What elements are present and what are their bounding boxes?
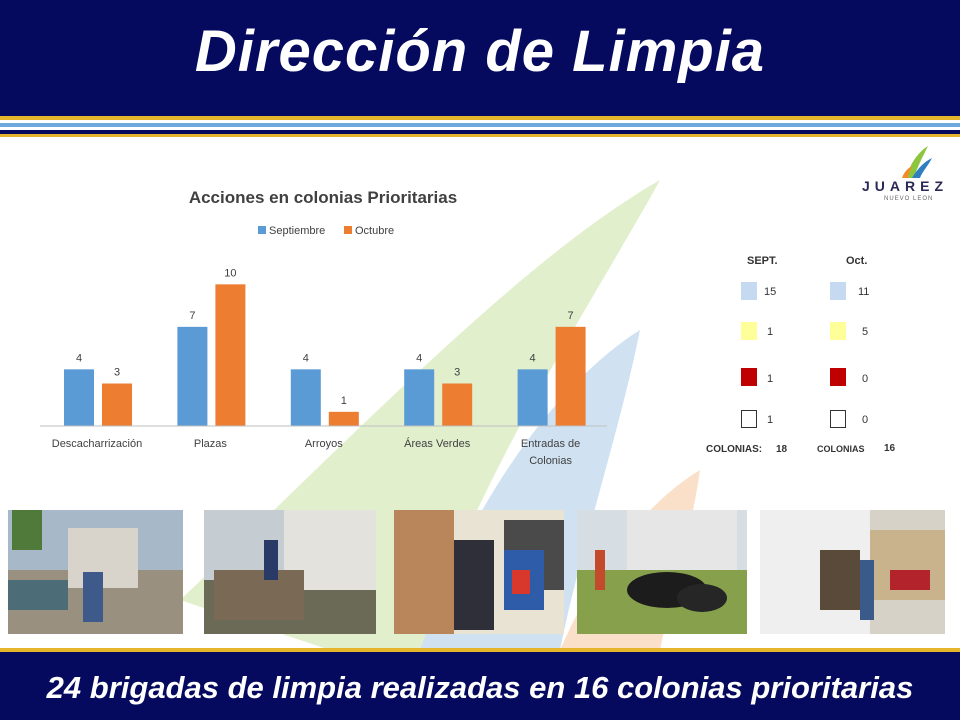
oct-header: Oct. [846, 255, 868, 267]
photo-strip [0, 504, 960, 634]
x-tick-label-4-1: Colonias [529, 455, 572, 467]
x-tick-label-0: Descacharrización [52, 438, 142, 450]
bar-3-0 [404, 369, 435, 426]
footer-bar: 24 brigadas de limpia realizadas en 16 c… [0, 652, 960, 720]
summary-swatch-light-blue [741, 282, 757, 300]
data-label-3-1: 3 [454, 367, 460, 379]
legend-swatch-1 [344, 226, 352, 234]
data-label-0-0: 4 [76, 352, 82, 364]
sept-value-yellow: 1 [767, 326, 774, 338]
data-label-4-1: 7 [568, 310, 574, 322]
oct-value-white: 0 [862, 414, 869, 426]
bar-0-0 [64, 369, 94, 426]
bar-2-0 [290, 369, 321, 426]
oct-value-light-blue: 11 [858, 286, 870, 298]
x-tick-label-1: Plazas [194, 438, 228, 450]
chart-title: Acciones en colonias Prioritarias [189, 188, 457, 207]
footer-headline: 24 brigadas de limpia realizadas en 16 c… [46, 670, 914, 705]
header-bar: Dirección de Limpia [0, 0, 960, 116]
monthly-summary-panel: SEPT. Oct. 15 11 1 5 1 0 1 0 COLONIAS: 1… [700, 250, 930, 460]
chart-legend: Septiembre Octubre [258, 225, 394, 237]
oct-value-red: 0 [862, 373, 869, 385]
bar-1-0 [177, 326, 208, 426]
x-tick-label-3: Áreas Verdes [404, 437, 471, 450]
logo-mark-icon [902, 146, 932, 178]
legend-label-0: Septiembre [269, 225, 325, 237]
legend-swatch-0 [258, 226, 266, 234]
colonias-sept-label: COLONIAS: [706, 444, 763, 455]
photo-workers-carrying [394, 510, 564, 634]
summary-swatch-white [741, 410, 757, 428]
page-title: Dirección de Limpia [194, 19, 766, 84]
sept-value-light-blue: 15 [764, 286, 777, 298]
summary-swatch-white-oct [830, 410, 846, 428]
logo-subtitle: NUEVO LEON [884, 196, 934, 202]
data-label-1-1: 10 [224, 267, 236, 279]
bar-2-1 [328, 411, 359, 426]
header-stripes [0, 116, 960, 140]
photo-garbage-truck [760, 510, 945, 634]
sept-value-red: 1 [767, 373, 774, 385]
summary-swatch-yellow-oct [830, 322, 846, 340]
footer-accent-line [0, 648, 960, 652]
bar-1-1 [215, 284, 246, 426]
data-label-1-0: 7 [189, 310, 195, 322]
colonias-oct-value: 16 [884, 443, 896, 454]
oct-value-yellow: 5 [862, 326, 869, 338]
photo-house-cleanup [8, 510, 183, 634]
x-axis-labels: Descacharrización Plazas Arroyos Áreas Verd… [52, 437, 581, 467]
bar-4-1 [555, 326, 586, 426]
bar-chart: Acciones en colonias Prioritarias Septie… [40, 188, 607, 467]
chart-bars: 4 3 7 10 4 1 4 3 4 7 [64, 267, 586, 426]
legend-label-1: Octubre [355, 225, 394, 237]
summary-swatch-light-blue-oct [830, 282, 846, 300]
bar-0-1 [102, 383, 132, 426]
summary-swatch-yellow [741, 322, 757, 340]
sept-header: SEPT. [747, 255, 778, 267]
bar-3-1 [442, 383, 473, 426]
bar-4-0 [517, 369, 548, 426]
data-label-2-1: 1 [341, 395, 347, 407]
data-label-3-0: 4 [416, 352, 422, 364]
photo-truck-sofa [204, 510, 376, 634]
x-tick-label-2: Arroyos [305, 438, 343, 450]
x-tick-label-4-0: Entradas de [521, 438, 580, 450]
data-label-0-1: 3 [114, 367, 120, 379]
photo-trash-bags [577, 510, 747, 634]
data-label-2-0: 4 [303, 352, 309, 364]
summary-swatch-red-oct [830, 368, 846, 386]
logo-word: JUAREZ [862, 178, 949, 194]
colonias-oct-label: COLONIAS [817, 444, 865, 454]
colonias-sept-value: 18 [776, 444, 788, 455]
juarez-logo: JUAREZ NUEVO LEON [862, 142, 958, 212]
summary-swatch-red [741, 368, 757, 386]
data-label-4-0: 4 [530, 352, 536, 364]
sept-value-white: 1 [767, 414, 774, 426]
